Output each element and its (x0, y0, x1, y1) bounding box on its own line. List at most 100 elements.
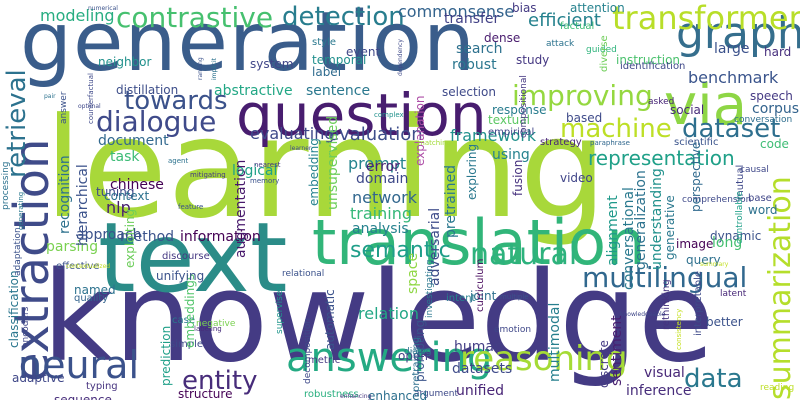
cloud-word: via (664, 73, 748, 138)
cloud-word: parsing (46, 239, 99, 255)
cloud-word: sequence (54, 393, 112, 400)
cloud-word: evaluating (250, 124, 335, 143)
cloud-word: abstractive (214, 83, 293, 99)
cloud-word: domain (356, 171, 409, 187)
cloud-word: effective (56, 261, 100, 272)
cloud-word: generative (663, 195, 677, 260)
cloud-word: dynamic (710, 229, 762, 243)
cloud-word: prediction (159, 325, 173, 386)
cloud-word: diverse (599, 35, 610, 72)
cloud-word: supervised (275, 284, 285, 334)
cloud-word: pair (44, 93, 56, 100)
cloud-word: decomposition (303, 317, 313, 384)
cloud-word: understanding (649, 168, 665, 270)
cloud-word: data (684, 364, 743, 394)
cloud-word: mitigating (190, 171, 226, 179)
cloud-word: joint (470, 289, 497, 303)
cloud-word: knowledge (42, 246, 715, 390)
cloud-word: answer (59, 91, 69, 124)
cloud-word: answering (286, 335, 493, 381)
cloud-word: prompt (348, 154, 407, 173)
cloud-word: empirical (488, 127, 535, 138)
cloud-word: dataset (682, 114, 781, 144)
cloud-word: task (110, 149, 140, 165)
cloud-word: labeling (194, 325, 222, 333)
cloud-word: tuning (96, 185, 135, 199)
cloud-word: context (104, 189, 150, 203)
cloud-word: conversation (734, 115, 793, 125)
cloud-word: ranking (197, 57, 204, 80)
cloud-word: exploiting (123, 208, 137, 268)
cloud-word: pretrained (443, 164, 459, 238)
cloud-word: textual (488, 113, 530, 127)
cloud-word: study (516, 53, 550, 67)
cloud-word: detection (282, 2, 405, 32)
cloud-word: better (706, 315, 743, 329)
cloud-word: contextualized (66, 263, 111, 270)
cloud-word: negative (196, 319, 236, 329)
cloud-word: simple (170, 339, 204, 350)
cloud-word: event (346, 45, 381, 59)
cloud-word: comprehension (682, 195, 752, 205)
cloud-word: adaptive (12, 371, 65, 385)
cloud-word: latent (720, 289, 747, 299)
cloud-word: natural (470, 237, 578, 272)
cloud-word: label (312, 65, 342, 79)
cloud-word: named (74, 283, 116, 297)
cloud-word: selection (442, 85, 496, 99)
cloud-word: bias (512, 1, 537, 15)
cloud-word: network (352, 188, 417, 207)
cloud-word: quality (74, 293, 109, 304)
cloud-word: exploring (465, 143, 479, 200)
cloud-word: fusion (511, 159, 525, 196)
cloud-word: nearest (254, 161, 281, 169)
cloud-word: learner (290, 145, 312, 152)
cloud-word: generating (17, 191, 25, 230)
cloud-word: alignment (605, 195, 621, 266)
cloud-word: rethinking (661, 279, 672, 330)
cloud-word: adaptation (13, 227, 23, 276)
cloud-word: large (714, 41, 750, 57)
cloud-word: investigating (425, 259, 435, 318)
cloud-word: efficient (528, 10, 601, 31)
cloud-word: commonsense (398, 2, 515, 21)
cloud-word: inference (626, 383, 692, 399)
cloud-word: unifying (156, 269, 205, 283)
cloud-word: training (350, 204, 412, 223)
cloud-word: scientific (674, 137, 719, 148)
cloud-word: document (98, 133, 169, 149)
cloud-word: encoders (21, 306, 31, 348)
cloud-word: strategy (540, 137, 582, 148)
cloud-word: system (250, 57, 294, 71)
cloud-word: feature (178, 203, 204, 211)
cloud-word: semantic (350, 238, 451, 263)
cloud-word: transfer (444, 11, 500, 27)
cloud-word: analysis (352, 221, 409, 237)
cloud-word: summary (700, 261, 729, 268)
cloud-word: text (98, 202, 288, 314)
cloud-word: temporal (312, 53, 367, 67)
cloud-word: embeddings (183, 273, 197, 348)
cloud-word: translation (312, 206, 646, 279)
cloud-word: image (676, 237, 714, 251)
cloud-word: transformer (612, 0, 800, 37)
cloud-word: numerical (88, 5, 118, 12)
cloud-word: perspective (689, 141, 703, 212)
cloud-word: nlp (106, 198, 131, 217)
cloud-word: metric (308, 355, 341, 366)
cloud-word: hierarchical (75, 164, 91, 246)
cloud-word: discrete (597, 340, 611, 388)
cloud-word: using (492, 147, 530, 163)
cloud-word: neighbor (98, 55, 152, 69)
cloud-word: video (560, 171, 593, 185)
cloud-word: generalization (633, 170, 649, 270)
cloud-word: implicit (211, 58, 218, 80)
cloud-word: enhanced (368, 389, 428, 400)
cloud-word: reading (760, 383, 795, 393)
cloud-word: visual (644, 365, 685, 381)
cloud-word: open (398, 349, 428, 363)
cloud-word: discourse (162, 251, 210, 262)
cloud-word: speech (750, 89, 793, 103)
cloud-word: case (172, 315, 195, 326)
